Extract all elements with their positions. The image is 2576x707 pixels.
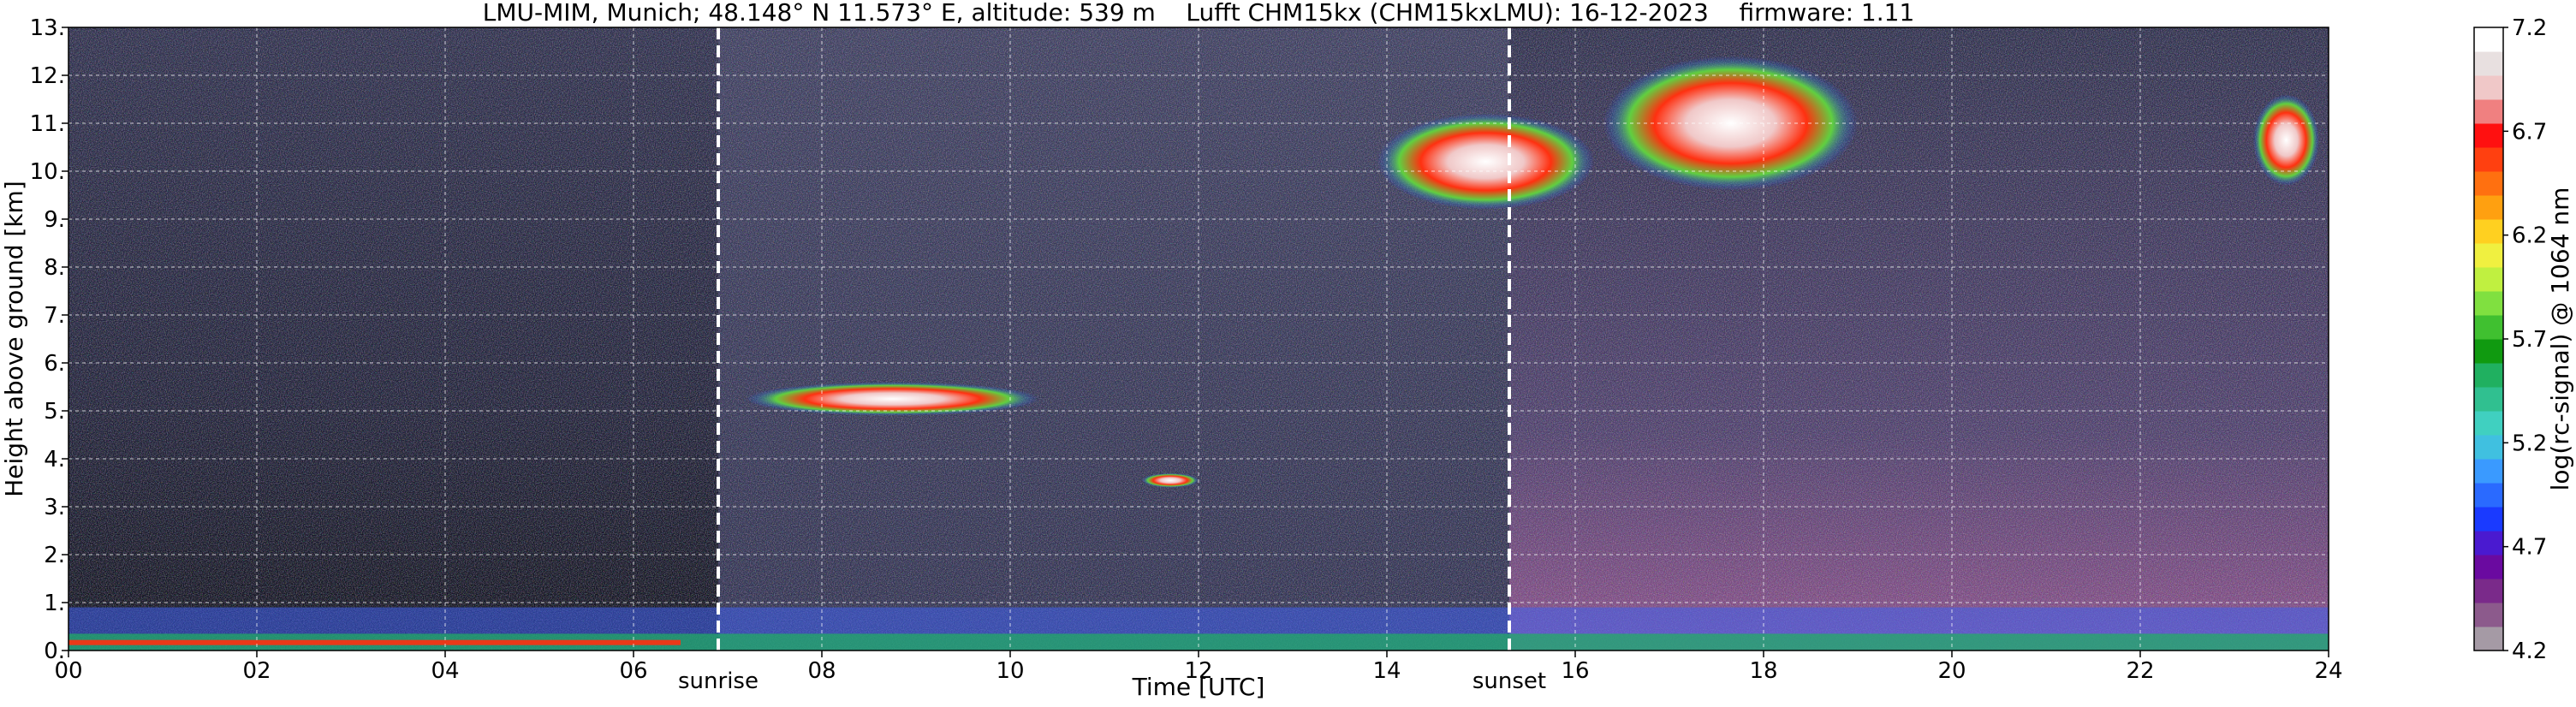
colorbar-swatches (2474, 27, 2503, 651)
colorbar-swatch (2474, 51, 2503, 76)
x-tick-label: 14 (1372, 658, 1401, 684)
y-tick-label: 7. (44, 303, 65, 329)
colorbar-swatch (2474, 339, 2503, 364)
colorbar-swatch (2474, 387, 2503, 412)
y-tick-label: 2. (44, 543, 65, 568)
x-tick-label: 12 (1184, 658, 1212, 684)
colorbar-swatch (2474, 267, 2503, 292)
colorbar-swatch (2474, 171, 2503, 196)
event-lines (717, 27, 1511, 651)
y-tick-label: 13. (30, 15, 65, 41)
colorbar-swatch (2474, 219, 2503, 244)
colorbar-swatch (2474, 435, 2503, 460)
colorbar-tick-label: 5.7 (2512, 327, 2547, 353)
colorbar-swatch (2474, 27, 2503, 52)
colorbar-tick-label: 6.7 (2512, 119, 2547, 145)
y-tick-label: 6. (44, 351, 65, 377)
colorbar-swatch (2474, 195, 2503, 220)
y-tick-label: 10. (30, 159, 65, 185)
x-axis-ticks: 00 02 04 06 08 10 12 14 16 18 20 22 24 (54, 651, 2343, 684)
y-tick-label: 9. (44, 207, 65, 233)
x-axis-label: Time [UTC] (1132, 673, 1265, 701)
x-tick-label: 00 (54, 658, 82, 684)
feature-cirrus-4 (1603, 56, 1858, 191)
colorbar-swatch (2474, 531, 2503, 556)
feature-mid-level-cloud-2 (1142, 472, 1199, 488)
feature-mid-level-cloud-1 (747, 382, 1038, 416)
x-tick-label: 06 (619, 658, 647, 684)
colorbar-label: log(rc-signal) @ 1064 nm (2546, 187, 2574, 491)
colorbar-swatch (2474, 555, 2503, 579)
colorbar-tick-label: 4.2 (2512, 639, 2547, 664)
colorbar-swatch (2474, 579, 2503, 603)
x-tick-label: 08 (807, 658, 836, 684)
colorbar-swatch (2474, 99, 2503, 124)
colorbar-swatch (2474, 459, 2503, 484)
feature-cirrus-5 (2253, 94, 2319, 186)
feature-surface-layer (68, 639, 681, 645)
colorbar-tick-label: 5.2 (2512, 431, 2547, 456)
feature-cirrus-3 (1377, 113, 1594, 210)
colorbar-swatch (2474, 123, 2503, 148)
x-tick-label: 20 (1937, 658, 1966, 684)
colorbar-swatch (2474, 603, 2503, 627)
colorbar-swatch (2474, 147, 2503, 172)
y-axis-label: Height above ground [km] (0, 181, 28, 497)
colorbar-swatch (2474, 315, 2503, 340)
plot-area (68, 27, 2329, 651)
y-tick-label: 11. (30, 111, 65, 137)
sunrise-label: sunrise (678, 668, 759, 694)
chart-title: LMU-MIM, Munich; 48.148° N 11.573° E, al… (483, 0, 1915, 27)
x-tick-label: 16 (1561, 658, 1589, 684)
x-tick-label: 22 (2126, 658, 2154, 684)
x-tick-label: 24 (2314, 658, 2342, 684)
y-tick-label: 1. (44, 591, 65, 616)
colorbar-tick-label: 7.2 (2512, 15, 2547, 41)
colorbar-tick-label: 6.2 (2512, 223, 2547, 249)
x-tick-label: 10 (996, 658, 1024, 684)
y-axis-ticks: 0. 1. 2. 3. 4. 5. 6. 7. 8. 9. 10. 11. 12. 13. (30, 15, 68, 664)
colorbar-tick-label: 4.7 (2512, 535, 2547, 561)
colorbar-swatch (2474, 291, 2503, 316)
colorbar-swatch (2474, 483, 2503, 508)
y-tick-label: 5. (44, 399, 65, 425)
grid-lines (68, 27, 2329, 651)
x-tick-label: 02 (242, 658, 271, 684)
colorbar-swatch (2474, 243, 2503, 268)
colorbar: 4.2 4.7 5.2 5.7 6.2 6.7 7.2 log(rc-signal) @ 1… (2473, 15, 2574, 664)
x-tick-label: 04 (431, 658, 459, 684)
colorbar-swatch (2474, 627, 2503, 651)
y-tick-label: 3. (44, 495, 65, 520)
colorbar-swatch (2474, 411, 2503, 436)
y-tick-label: 0. (44, 639, 65, 664)
x-tick-label: 18 (1749, 658, 1777, 684)
colorbar-swatch (2474, 363, 2503, 388)
y-tick-label: 4. (44, 447, 65, 472)
sunset-label: sunset (1472, 668, 1546, 694)
colorbar-swatch (2474, 507, 2503, 532)
y-tick-label: 8. (44, 255, 65, 281)
colorbar-ticks: 4.2 4.7 5.2 5.7 6.2 6.7 7.2 (2503, 15, 2547, 664)
y-tick-label: 12. (30, 63, 65, 89)
colorbar-swatch (2474, 75, 2503, 100)
event-labels: sunrise sunset (678, 668, 1546, 694)
